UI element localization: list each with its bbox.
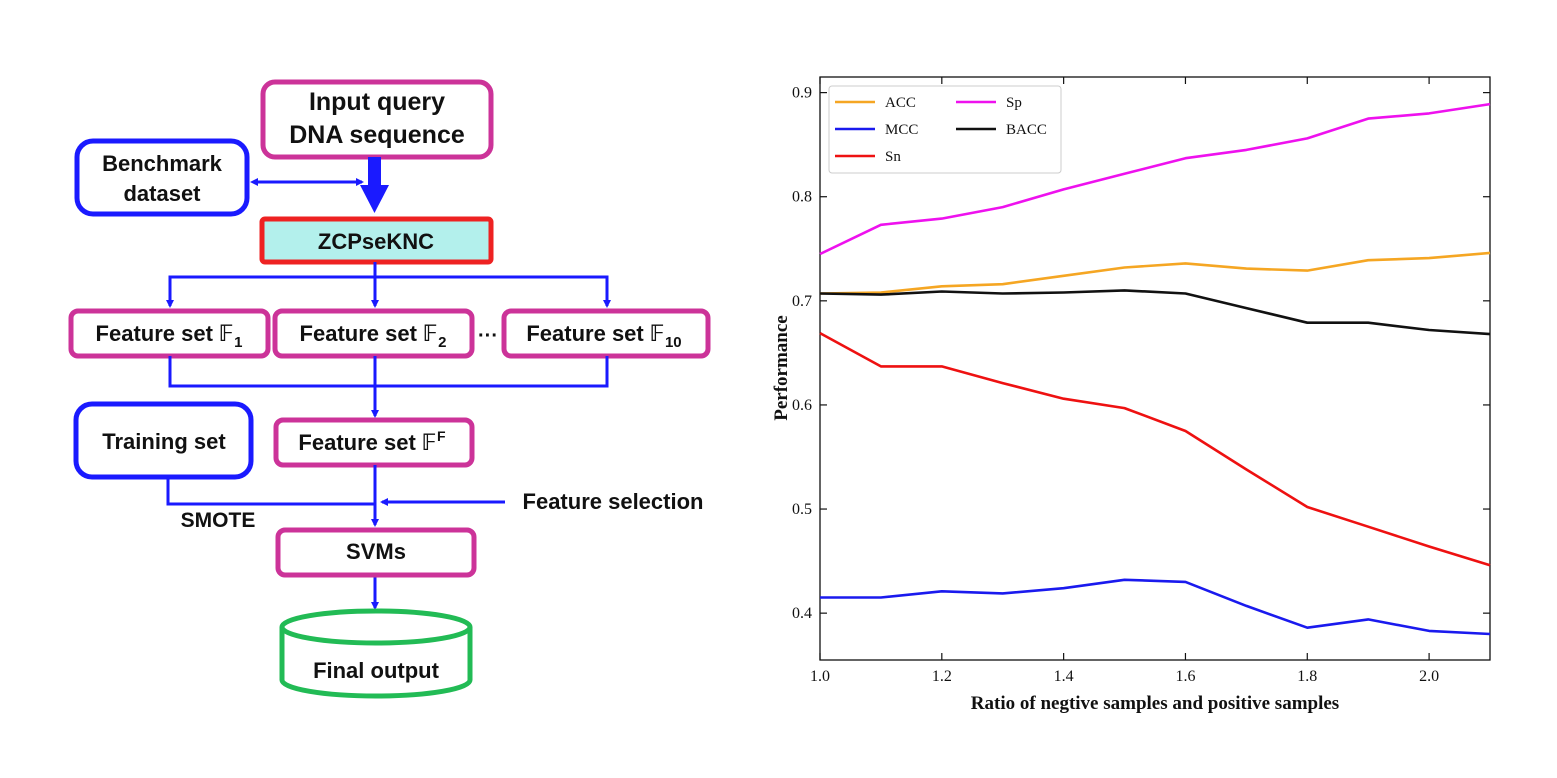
feature-set-2-box: Feature set 𝔽2 bbox=[272, 308, 475, 359]
zcpseknc-box: ZCPseKNC bbox=[259, 216, 494, 265]
feature-set-1-box: Feature set 𝔽1 bbox=[68, 308, 271, 359]
y-tick-label: 0.4 bbox=[792, 605, 812, 622]
series-line-sp bbox=[819, 102, 1491, 256]
feature-set-f-sup: F bbox=[437, 428, 446, 444]
series-lines bbox=[819, 102, 1491, 636]
feature-set-f-box: Feature set 𝔽F bbox=[273, 417, 475, 468]
series-line-acc bbox=[819, 251, 1491, 295]
series-line-bacc bbox=[819, 289, 1491, 336]
legend-label-mcc: MCC bbox=[885, 122, 918, 138]
legend: ACC MCC Sn Sp BACC bbox=[828, 85, 1062, 174]
feature-set-f-label: Feature set 𝔽 bbox=[298, 430, 437, 455]
feature-set-1-label: Feature set 𝔽 bbox=[96, 321, 235, 346]
svg-text:Feature set 𝔽2: Feature set 𝔽2 bbox=[300, 321, 447, 351]
feature-set-10-box: Feature set 𝔽10 bbox=[501, 308, 711, 359]
axis-ticks: 1.0 1.2 1.4 1.6 1.8 2.0 0.4 0.5 0.6 0.7 0.8 0.9 bbox=[792, 77, 1490, 685]
y-tick-label: 0.8 bbox=[792, 189, 812, 206]
x-tick-label: 1.0 bbox=[810, 668, 830, 685]
flowchart: Input query DNA sequence Benchmark datas… bbox=[68, 79, 711, 699]
lower-arrows bbox=[166, 465, 505, 610]
legend-label-sn: Sn bbox=[885, 149, 901, 165]
series-line-mcc bbox=[820, 578, 1491, 636]
x-tick-label: 1.8 bbox=[1297, 668, 1317, 685]
y-tick-label: 0.5 bbox=[792, 501, 812, 518]
smote-label: SMOTE bbox=[181, 509, 256, 532]
series-line-sn bbox=[819, 331, 1491, 567]
performance-chart: 1.0 1.2 1.4 1.6 1.8 2.0 0.4 0.5 0.6 0.7 0.8 0.9 Rat… bbox=[771, 76, 1491, 714]
plot-frame bbox=[819, 76, 1491, 661]
svg-text:Feature set 𝔽10: Feature set 𝔽10 bbox=[526, 321, 681, 351]
svms-label: SVMs bbox=[346, 539, 406, 564]
feature-set-10-label: Feature set 𝔽 bbox=[526, 321, 665, 346]
input-query-line1: Input query bbox=[309, 88, 445, 116]
input-query-box: Input query DNA sequence bbox=[260, 79, 494, 160]
final-output-cylinder: Final output bbox=[279, 608, 473, 699]
input-query-line2: DNA sequence bbox=[289, 121, 465, 149]
svg-text:Feature set 𝔽1: Feature set 𝔽1 bbox=[96, 321, 243, 351]
legend-frame bbox=[828, 85, 1062, 174]
y-tick-label: 0.7 bbox=[792, 293, 812, 310]
feature-set-1-sub: 1 bbox=[234, 334, 242, 351]
training-set-box: Training set bbox=[73, 401, 254, 480]
feature-selection-label: Feature selection bbox=[523, 489, 704, 514]
benchmark-line2: dataset bbox=[123, 181, 201, 206]
ellipsis: ··· bbox=[478, 325, 498, 347]
final-output-label: Final output bbox=[313, 658, 440, 683]
x-tick-label: 1.6 bbox=[1175, 668, 1195, 685]
legend-label-acc: ACC bbox=[885, 95, 916, 111]
feature-set-2-label: Feature set 𝔽 bbox=[300, 321, 439, 346]
feature-set-10-sub: 10 bbox=[665, 334, 682, 351]
y-axis-label: Performance bbox=[771, 315, 792, 421]
x-tick-label: 2.0 bbox=[1419, 668, 1439, 685]
training-set-label: Training set bbox=[102, 429, 226, 454]
x-tick-label: 1.4 bbox=[1054, 668, 1074, 685]
benchmark-dataset-box: Benchmark dataset bbox=[74, 138, 250, 217]
svg-text:Feature set 𝔽F: Feature set 𝔽F bbox=[298, 428, 446, 455]
plot-area: 1.0 1.2 1.4 1.6 1.8 2.0 0.4 0.5 0.6 0.7 0.8 0.9 bbox=[792, 76, 1491, 685]
x-axis-label: Ratio of negtive samples and positive sa… bbox=[971, 693, 1339, 714]
x-tick-label: 1.2 bbox=[932, 668, 952, 685]
zcpseknc-label: ZCPseKNC bbox=[318, 229, 434, 254]
y-tick-label: 0.6 bbox=[792, 397, 812, 414]
legend-label-bacc: BACC bbox=[1006, 122, 1047, 138]
benchmark-line1: Benchmark bbox=[102, 151, 223, 176]
svms-box: SVMs bbox=[275, 527, 477, 578]
y-tick-label: 0.9 bbox=[792, 85, 812, 102]
feature-set-2-sub: 2 bbox=[438, 334, 446, 351]
branch-arrows bbox=[166, 262, 611, 308]
merge-arrows bbox=[168, 356, 609, 418]
input-to-zcpseknc-arrow bbox=[360, 157, 389, 213]
legend-label-sp: Sp bbox=[1006, 95, 1022, 111]
